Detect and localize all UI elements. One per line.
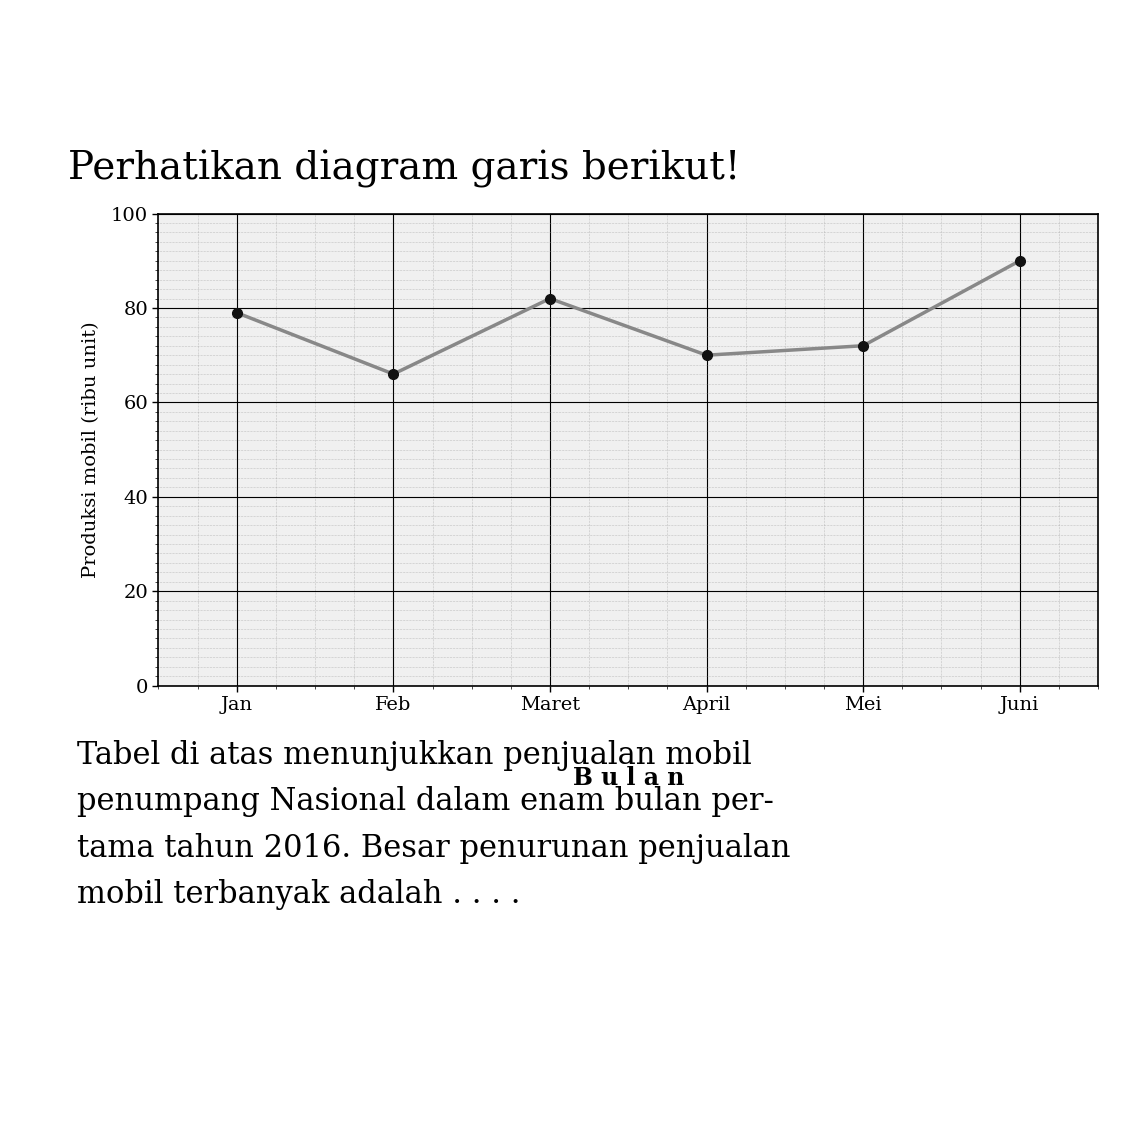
- Text: B u l a n: B u l a n: [573, 765, 684, 790]
- Text: Perhatikan diagram garis berikut!: Perhatikan diagram garis berikut!: [68, 149, 740, 188]
- Text: Tabel di atas menunjukkan penjualan mobil
penumpang Nasional dalam enam bulan pe: Tabel di atas menunjukkan penjualan mobi…: [77, 740, 791, 910]
- Y-axis label: Produksi mobil (ribu unit): Produksi mobil (ribu unit): [82, 321, 100, 578]
